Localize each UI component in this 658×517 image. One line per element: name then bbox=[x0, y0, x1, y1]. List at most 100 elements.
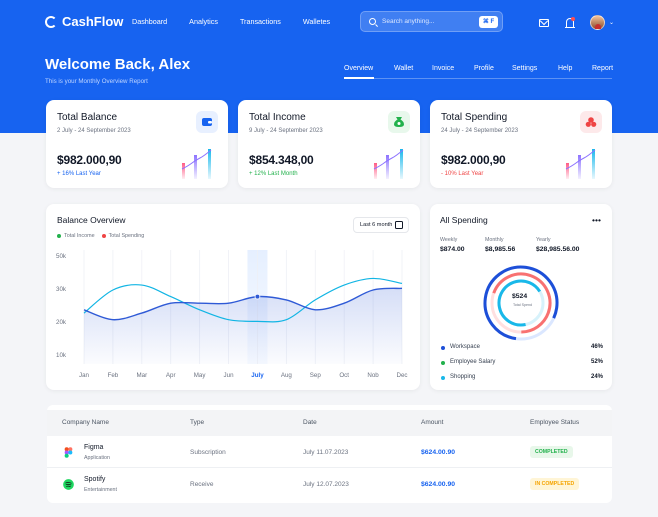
tab-wallet[interactable]: Wallet bbox=[394, 65, 414, 72]
top-navigation: CashFlow Dashboard Analytics Transaction… bbox=[0, 0, 658, 44]
figma-icon bbox=[64, 447, 73, 458]
y-axis-label: 20k bbox=[56, 319, 66, 326]
salary-dot bbox=[441, 361, 445, 365]
yearly-value: $28,985.56.00 bbox=[536, 246, 580, 253]
avatar[interactable] bbox=[590, 15, 605, 30]
calendar-icon bbox=[395, 221, 403, 229]
tab-overview[interactable]: Overview bbox=[344, 65, 374, 72]
card-title: Total Income bbox=[249, 112, 306, 123]
nav-transactions[interactable]: Transactions bbox=[239, 17, 281, 26]
spending-donut-chart bbox=[483, 265, 559, 341]
employee-salary-legend: Employee Salary 52% bbox=[441, 359, 603, 369]
all-spending-card: All Spending Weekly $874.00 Monthly $8,9… bbox=[430, 204, 612, 390]
nav-analytics[interactable]: Analytics bbox=[189, 17, 218, 26]
workspace-label: Workspace bbox=[450, 344, 480, 350]
search-icon bbox=[369, 18, 376, 25]
transaction-date: July 11.07.2023 bbox=[303, 449, 349, 456]
card-title: Total Spending bbox=[441, 112, 508, 123]
salary-percent: 52% bbox=[590, 359, 603, 365]
tab-invoice[interactable]: Invoice bbox=[432, 65, 455, 72]
mini-bar-chart bbox=[373, 149, 404, 179]
status-badge: COMPLETED bbox=[530, 446, 573, 458]
tab-settings[interactable]: Settings bbox=[512, 65, 538, 72]
total-balance-card[interactable]: Total Balance 2 July - 24 September 2023… bbox=[46, 100, 228, 188]
monthly-value: $8,985.56 bbox=[485, 246, 516, 253]
status-badge: IN COMPLETED bbox=[530, 478, 580, 490]
workspace-percent: 46% bbox=[590, 344, 603, 350]
tabs-divider bbox=[344, 78, 612, 79]
tab-profile[interactable]: Profile bbox=[474, 65, 494, 72]
y-axis-label: 50k bbox=[56, 253, 66, 260]
x-axis-label: Oct bbox=[339, 372, 349, 379]
header-type[interactable]: Type bbox=[190, 419, 205, 426]
card-value: $854.348,00 bbox=[249, 153, 314, 167]
card-date: 9 July - 24 September 2023 bbox=[249, 128, 323, 134]
chart-legend: Total Income Total Spending bbox=[57, 233, 144, 239]
transactions-table: Company Name Type Date Amount Employee S… bbox=[47, 405, 612, 503]
header-date[interactable]: Date bbox=[303, 419, 317, 426]
nav-dashboard[interactable]: Dashboard bbox=[132, 17, 168, 26]
weekly-value: $874.00 bbox=[440, 246, 465, 253]
workspace-dot bbox=[441, 346, 445, 350]
mail-icon[interactable] bbox=[539, 18, 549, 27]
cashflow-logo-icon bbox=[45, 15, 57, 28]
transaction-date: July 12.07.2023 bbox=[303, 481, 349, 488]
card-date: 24 July - 24 September 2023 bbox=[441, 128, 519, 134]
card-value: $982.000,90 bbox=[57, 153, 122, 167]
shopping-label: Shopping bbox=[450, 374, 476, 380]
income-legend-dot bbox=[57, 234, 61, 238]
search-input[interactable]: Search anything... ⌘ F bbox=[360, 11, 503, 32]
period-label: Last 6 month bbox=[360, 222, 393, 228]
x-axis-label: Sep bbox=[309, 372, 321, 379]
shopping-legend: Shopping 24% bbox=[441, 374, 603, 384]
workspace-legend: Workspace 46% bbox=[441, 344, 603, 354]
card-delta: + 12% Last Month bbox=[249, 171, 298, 177]
x-axis-label: Apr bbox=[165, 372, 176, 379]
shopping-dot bbox=[441, 376, 445, 380]
x-axis-label: Mar bbox=[136, 372, 148, 379]
header-amount[interactable]: Amount bbox=[421, 419, 444, 426]
money-bag-icon bbox=[388, 111, 410, 133]
yearly-label: Yearly bbox=[536, 237, 551, 243]
header-status[interactable]: Employee Status bbox=[530, 419, 580, 426]
monthly-label: Monthly bbox=[485, 237, 504, 243]
more-options-icon[interactable]: ••• bbox=[592, 215, 601, 225]
bell-icon[interactable] bbox=[565, 17, 575, 28]
table-row[interactable]: Spotify Entertainment Receive July 12.07… bbox=[47, 469, 612, 500]
x-axis-label: Feb bbox=[107, 372, 119, 379]
mini-bar-chart bbox=[565, 149, 596, 179]
x-axis-label: July bbox=[251, 372, 264, 379]
card-delta: - 10% Last Year bbox=[441, 171, 484, 177]
x-axis-label: Dec bbox=[396, 372, 408, 379]
balance-overview-title: Balance Overview bbox=[57, 215, 126, 225]
search-shortcut: ⌘ F bbox=[479, 16, 498, 28]
total-income-card[interactable]: Total Income 9 July - 24 September 2023 … bbox=[238, 100, 420, 188]
spotify-icon bbox=[63, 479, 74, 490]
brand-logo[interactable]: CashFlow bbox=[45, 14, 123, 29]
period-dropdown[interactable]: Last 6 month bbox=[353, 217, 409, 233]
x-axis-label: Nob bbox=[367, 372, 379, 379]
chevron-down-icon[interactable]: ⌄ bbox=[609, 20, 615, 26]
company-category: Entertainment bbox=[84, 487, 117, 493]
nav-walletes[interactable]: Walletes bbox=[302, 17, 331, 26]
transaction-amount: $624.00.90 bbox=[421, 481, 456, 488]
tab-help[interactable]: Help bbox=[558, 65, 573, 72]
total-spending-card[interactable]: Total Spending 24 July - 24 September 20… bbox=[430, 100, 612, 188]
top-actions: ⌄ bbox=[539, 15, 614, 30]
x-axis-label: Aug bbox=[280, 372, 292, 379]
spending-legend-dot bbox=[101, 234, 106, 238]
table-row[interactable]: Figma Application Subscription July 11.0… bbox=[47, 437, 612, 468]
tab-report[interactable]: Report bbox=[592, 65, 614, 72]
mini-bar-chart bbox=[181, 149, 212, 179]
table-header: Company Name Type Date Amount Employee S… bbox=[47, 410, 612, 436]
wallet-icon bbox=[196, 111, 218, 133]
x-axis-label: Jan bbox=[79, 372, 89, 379]
brand-name: CashFlow bbox=[62, 14, 124, 29]
overview-tabs: Overview Wallet Invoice Profile Settings… bbox=[344, 65, 616, 72]
income-legend-label: Total Income bbox=[64, 233, 95, 239]
company-name: Spotify bbox=[84, 476, 106, 483]
y-axis-label: 30k bbox=[56, 286, 66, 293]
donut-center-value: $524 bbox=[512, 293, 528, 300]
spending-icon bbox=[580, 111, 602, 133]
header-company[interactable]: Company Name bbox=[62, 419, 109, 426]
